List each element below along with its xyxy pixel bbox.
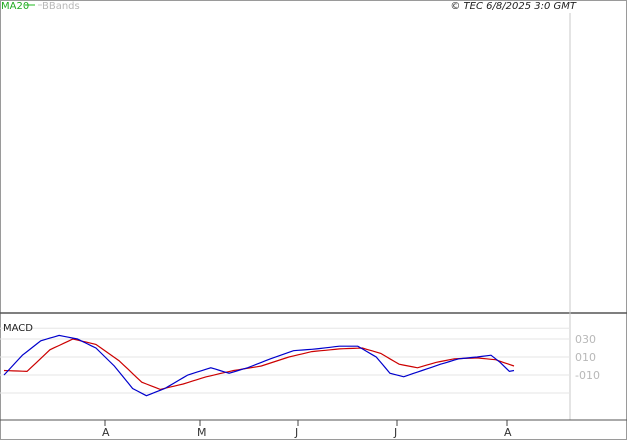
macd-signal-line — [3, 338, 515, 391]
macd-title: MACD — [3, 323, 33, 334]
month-label: A — [102, 426, 110, 439]
macd-grid — [0, 327, 570, 394]
month-label: J — [393, 426, 397, 439]
month-label: J — [294, 426, 298, 439]
copyright-stamp: © TEC 6/8/2025 3:0 GMT — [450, 1, 577, 12]
macd-tick-label: -010 — [575, 369, 600, 382]
legend-bbands: BBands — [42, 1, 80, 12]
month-label: M — [197, 426, 207, 439]
macd-tick-label: 030 — [575, 333, 596, 346]
legend-ma20: MA20 — [1, 1, 29, 12]
macd-tick-label: 010 — [575, 351, 596, 364]
macd-axis: 030 010 -010 — [575, 333, 600, 382]
macd-line — [3, 334, 515, 397]
macd-lines — [3, 334, 515, 397]
month-label: A — [504, 426, 512, 439]
